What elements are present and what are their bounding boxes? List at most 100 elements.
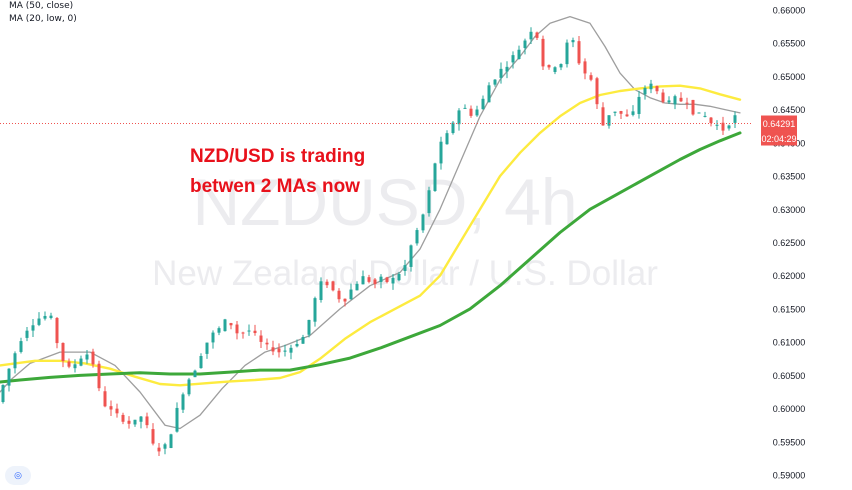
candle-body — [25, 330, 29, 338]
candle-body — [541, 38, 545, 67]
annotation-line-2: betwen 2 MAs now — [190, 176, 360, 197]
candle-body — [103, 391, 107, 407]
candle-body — [67, 361, 71, 367]
candle-body — [37, 318, 41, 325]
candle-body — [715, 124, 719, 126]
annotation-line-1: NZD/USD is trading — [190, 146, 365, 167]
candle — [247, 324, 251, 336]
countdown-tag-label: 02:04:29 — [761, 134, 796, 144]
candle-body — [517, 49, 521, 60]
candle — [25, 326, 29, 342]
candle-body — [721, 122, 725, 131]
candle-body — [169, 434, 173, 449]
y-tick-label: 0.65000 — [773, 72, 806, 82]
candle — [205, 342, 209, 359]
candle — [553, 66, 557, 75]
candle — [517, 45, 521, 60]
candle-body — [241, 332, 245, 334]
candle-body — [511, 55, 515, 63]
y-tick-label: 0.62500 — [773, 238, 806, 248]
candle-body — [565, 42, 569, 65]
candle-body — [283, 350, 287, 352]
candle — [121, 412, 125, 425]
indicator-ma20-label[interactable]: MA (20, low, 0) — [9, 14, 77, 24]
candle — [1, 384, 5, 404]
candle-body — [13, 353, 17, 369]
candle — [199, 353, 203, 369]
tradingview-logo-icon[interactable]: ◎ — [5, 466, 31, 485]
candle — [385, 276, 389, 284]
candle — [397, 271, 401, 282]
candle — [355, 281, 359, 291]
y-tick-label: 0.59500 — [773, 437, 806, 447]
candle — [139, 415, 143, 429]
candle — [571, 37, 575, 48]
candle — [511, 51, 515, 69]
y-tick-label: 0.61000 — [773, 338, 806, 348]
candle-body — [535, 32, 539, 38]
candle-body — [409, 245, 413, 267]
candle-body — [619, 111, 623, 114]
candle-body — [667, 100, 671, 103]
candle — [721, 116, 725, 136]
candle-body — [421, 214, 425, 231]
candle-body — [85, 354, 89, 360]
candle-body — [31, 325, 35, 331]
price-axis[interactable]: 0.660000.655000.650000.645000.640000.635… — [773, 5, 806, 480]
candle-body — [331, 281, 335, 291]
candle — [67, 358, 71, 369]
price-tag-box — [761, 115, 797, 132]
candle — [79, 355, 83, 367]
candle-body — [685, 102, 689, 104]
candle — [295, 339, 299, 348]
candle-body — [457, 110, 461, 125]
price-tag-label: 0.64291 — [763, 119, 796, 129]
candle — [409, 244, 413, 272]
candle-body — [559, 64, 563, 68]
candle-body — [91, 351, 95, 365]
indicator-ma50-label[interactable]: MA (50, close) — [9, 1, 74, 11]
candle — [541, 35, 545, 70]
candle — [337, 288, 341, 303]
candle — [631, 105, 635, 117]
candle-body — [145, 416, 149, 426]
y-tick-label: 0.60000 — [773, 404, 806, 414]
candle — [217, 326, 221, 336]
candle — [565, 39, 569, 68]
candle — [211, 330, 215, 349]
candle-body — [445, 133, 449, 145]
candle — [601, 102, 605, 126]
candle — [367, 274, 371, 284]
candle-body — [313, 298, 317, 322]
candle — [493, 79, 497, 87]
candle — [265, 338, 269, 350]
candle — [469, 105, 473, 118]
candle-body — [529, 31, 533, 40]
candle-body — [217, 328, 221, 333]
candle — [175, 402, 179, 433]
candle — [691, 99, 695, 116]
candle — [379, 274, 383, 289]
candle-body — [649, 83, 653, 90]
candle — [403, 259, 407, 276]
candle — [49, 312, 53, 320]
y-tick-label: 0.59000 — [773, 471, 806, 481]
candle-body — [427, 190, 431, 214]
candle — [187, 377, 191, 397]
y-tick-label: 0.63500 — [773, 172, 806, 182]
candle-body — [379, 276, 383, 282]
candle — [223, 318, 227, 332]
candle-body — [211, 332, 215, 343]
y-tick-label: 0.64500 — [773, 105, 806, 115]
candle-body — [523, 40, 527, 49]
candle-body — [595, 78, 599, 105]
candle-body — [97, 363, 101, 389]
candle — [55, 316, 59, 349]
candle — [499, 62, 503, 84]
candle-body — [637, 96, 641, 115]
candle — [685, 97, 689, 110]
candle — [619, 110, 623, 120]
candle — [727, 124, 731, 131]
